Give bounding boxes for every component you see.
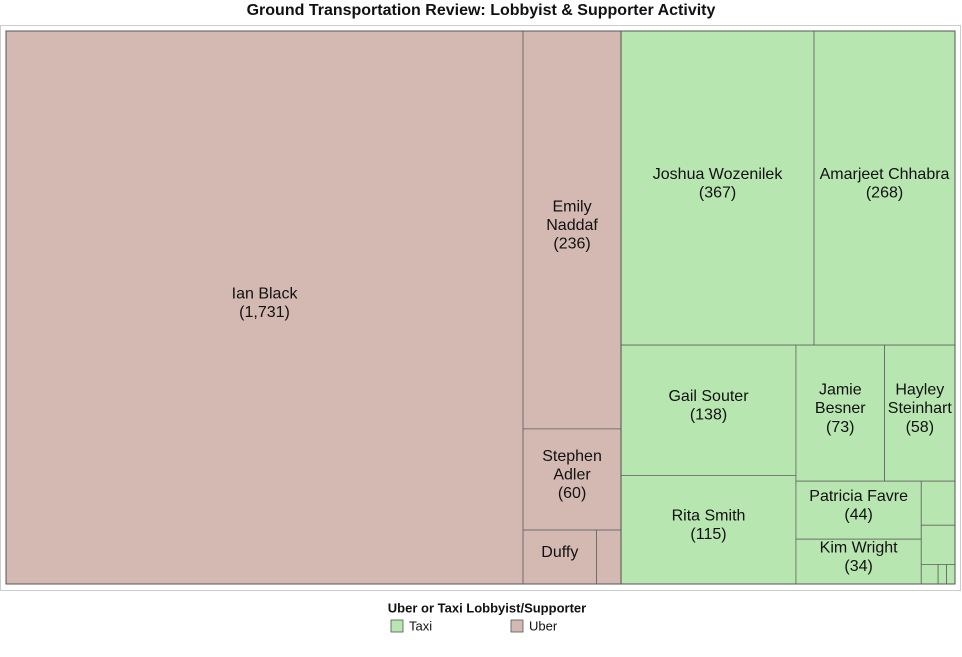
- cell-label: Kim Wright: [820, 540, 898, 557]
- cell-value-label: (367): [699, 185, 736, 202]
- cell-value-label: (58): [906, 419, 934, 436]
- label-line: Emily: [552, 199, 591, 216]
- label-line: Jamie: [819, 382, 862, 399]
- treemap-cell: [920, 480, 956, 526]
- cell-value-label: (60): [558, 485, 586, 502]
- label-line: Naddaf: [546, 217, 598, 234]
- treemap-cell: [620, 475, 797, 585]
- cell-value-label: (73): [826, 419, 854, 436]
- treemap-cell: [620, 344, 797, 476]
- legend-label: Taxi: [409, 618, 432, 633]
- cell-label: Ian Black: [232, 285, 299, 302]
- cell-label: Stephen Adler: [542, 448, 602, 484]
- label-line: Stephen: [542, 448, 602, 465]
- label-line: Hayley: [895, 382, 944, 399]
- cell-value-label: (138): [690, 407, 727, 424]
- treemap-cell: [795, 480, 922, 540]
- cell-label: Gail Souter: [668, 388, 749, 405]
- treemap-cell: [937, 564, 947, 585]
- treemap-cell: [522, 30, 622, 430]
- treemap-cell: [884, 344, 956, 482]
- cell-value-label: (236): [553, 236, 590, 253]
- cell-value-label: (268): [866, 185, 903, 202]
- treemap-cell: [795, 538, 922, 585]
- cell-value-label: (1,731): [239, 304, 290, 321]
- cell-label: Rita Smith: [672, 508, 746, 525]
- cell-value-label: (115): [690, 526, 726, 543]
- cell-label: Hayley Steinhart: [888, 382, 953, 418]
- label-line: Steinhart: [888, 400, 953, 417]
- treemap-cell: [596, 529, 622, 585]
- treemap-cell: [522, 428, 622, 531]
- cell-value-label: (34): [844, 558, 872, 575]
- cell-value-label: (44): [844, 507, 872, 524]
- legend-label: Uber: [529, 618, 558, 633]
- group-border: [620, 30, 956, 585]
- chart-title: Ground Transportation Review: Lobbyist &…: [247, 2, 716, 19]
- cell-label: Joshua Wozenilek: [653, 166, 784, 183]
- legend-swatch: [510, 619, 524, 633]
- plot-frame: [0, 25, 961, 591]
- legend-title: Uber or Taxi Lobbyist/Supporter: [388, 600, 586, 615]
- treemap-cell: [946, 564, 956, 585]
- treemap-cell: [813, 30, 956, 346]
- treemap-cell: [920, 564, 939, 585]
- cell-label: Patricia Favre: [809, 488, 908, 505]
- cell-label: Emily Naddaf: [546, 199, 598, 235]
- treemap-cell: [920, 524, 956, 565]
- legend-swatch: [390, 619, 404, 633]
- label-line: Besner: [815, 400, 866, 417]
- label-line: Adler: [553, 467, 591, 484]
- cell-label: Amarjeet Chhabra: [820, 166, 950, 183]
- cell-label: Jamie Besner: [815, 382, 866, 418]
- cell-label: Duffy: [541, 544, 578, 561]
- treemap-cell: [620, 30, 815, 346]
